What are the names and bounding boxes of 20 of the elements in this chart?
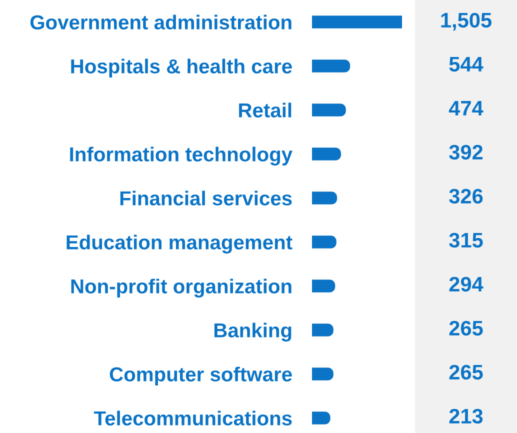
data-label: 544 (449, 57, 484, 72)
y-tick-label: Hospitals & health care (71, 58, 292, 78)
y-tick-label: Computer software (110, 366, 292, 386)
y-tick-label: Education management (66, 234, 292, 254)
y-tick-label: Government administration (30, 14, 292, 30)
data-label: 1,505 (441, 12, 492, 31)
data-label: 265 (449, 320, 483, 336)
data-label: 213 (449, 408, 483, 424)
data-label: 265 (449, 364, 483, 380)
y-tick-label: Telecommunications (94, 410, 292, 426)
data-label: 294 (449, 276, 484, 292)
y-tick-label: Financial services (120, 190, 292, 206)
data-label: 392 (449, 144, 483, 160)
y-tick-label: Non-profit organization (71, 278, 292, 298)
y-tick-label: Retail (239, 102, 292, 118)
y-tick-label: Information technology (70, 146, 292, 166)
data-label: 326 (449, 188, 483, 204)
data-label: 474 (448, 101, 484, 116)
y-tick-label: Banking (214, 322, 292, 342)
data-label: 315 (449, 232, 483, 248)
